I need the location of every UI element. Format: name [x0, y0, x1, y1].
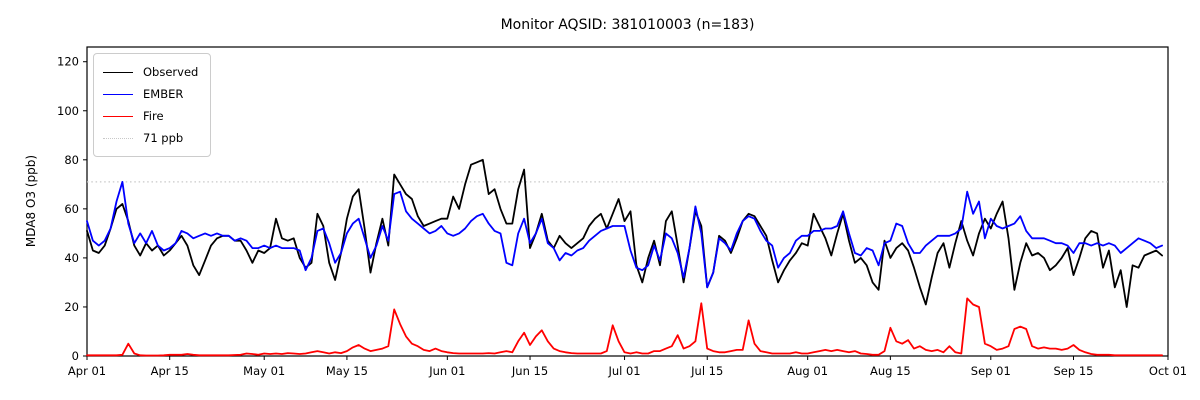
y-tick-label: 60	[64, 202, 79, 216]
fire-series-line	[86, 297, 1163, 357]
legend-item-threshold: 71 ppb	[103, 127, 198, 149]
x-tick-label: Jun 15	[511, 364, 548, 378]
x-tick-label: Aug 01	[787, 364, 828, 378]
y-tick-label: 120	[57, 55, 79, 69]
ember-line-sample	[103, 93, 133, 95]
legend-label-fire: Fire	[143, 109, 164, 123]
x-tick-label: Apr 01	[68, 364, 106, 378]
x-tick-label: Jul 15	[690, 364, 723, 378]
axes-frame	[86, 46, 1169, 357]
x-tick-label: May 15	[326, 364, 368, 378]
x-tick-label: Jun 01	[428, 364, 465, 378]
legend-item-fire: Fire	[103, 105, 198, 127]
legend-item-observed: Observed	[103, 61, 198, 83]
x-tick-label: May 01	[243, 364, 285, 378]
legend-item-ember: EMBER	[103, 83, 198, 105]
legend-label-ember: EMBER	[143, 87, 184, 101]
x-tick-label: Sep 01	[971, 364, 1011, 378]
y-tick-label: 0	[72, 349, 79, 363]
legend-label-observed: Observed	[143, 65, 199, 79]
x-tick-label: Jul 01	[607, 364, 640, 378]
y-tick-label: 100	[57, 104, 79, 118]
chart-title: Monitor AQSID: 381010003 (n=183)	[500, 17, 755, 33]
x-tick-label: Aug 15	[870, 364, 911, 378]
observed-line-sample	[103, 71, 133, 73]
y-tick-label: 40	[64, 251, 79, 265]
x-tick-label: Sep 15	[1054, 364, 1094, 378]
legend-label-threshold: 71 ppb	[143, 131, 184, 145]
ember-series-line	[86, 180, 1163, 289]
x-tick-label: Apr 15	[151, 364, 189, 378]
y-tick-label: 80	[64, 153, 79, 167]
threshold-line-sample	[103, 137, 133, 139]
fire-line-sample	[103, 115, 133, 117]
x-tick-label: Oct 01	[1149, 364, 1187, 378]
y-tick-label: 20	[64, 300, 79, 314]
legend: Observed EMBER Fire 71 ppb	[93, 53, 212, 157]
